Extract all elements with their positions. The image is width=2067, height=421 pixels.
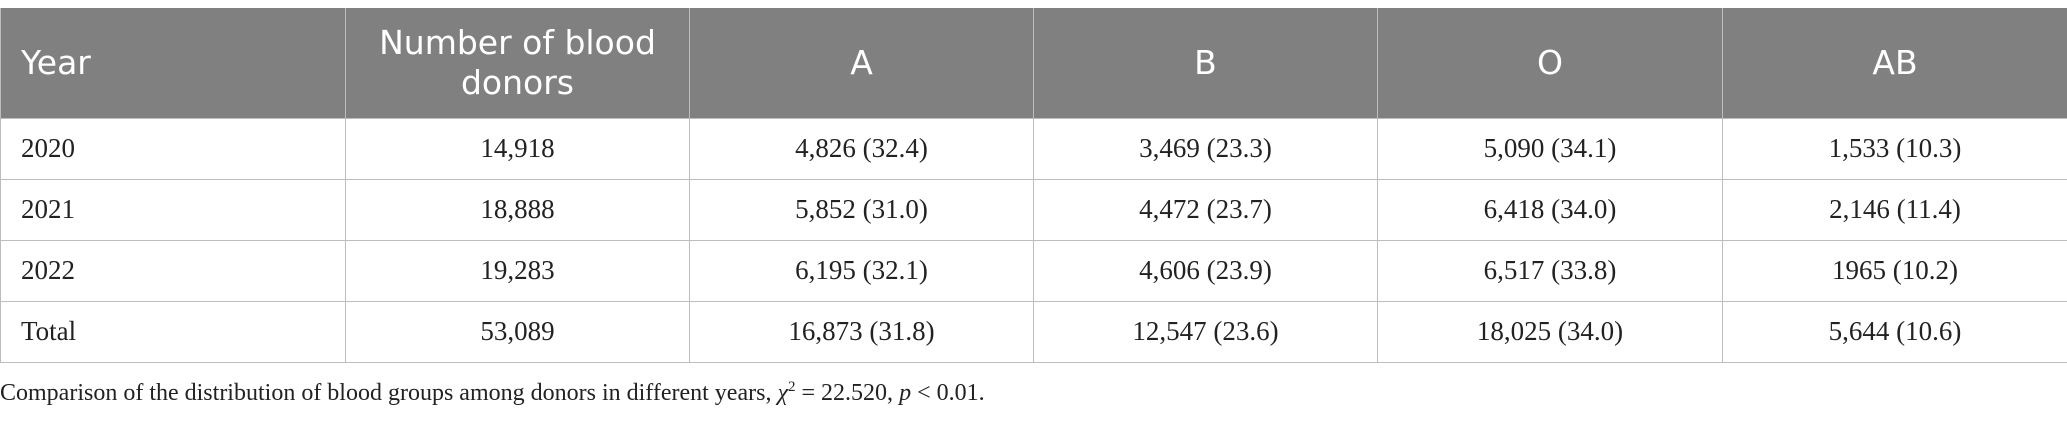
- cell-group-o: 5,090 (34.1): [1377, 117, 1723, 180]
- header-group-a: A: [689, 8, 1034, 118]
- header-year: Year: [0, 8, 346, 118]
- cell-donors: 19,283: [345, 239, 690, 302]
- p-value: < 0.01.: [911, 380, 985, 406]
- cell-group-ab: 2,146 (11.4): [1722, 178, 2067, 241]
- cell-group-o: 6,517 (33.8): [1377, 239, 1723, 302]
- blood-donor-table: Year Number of blood donors A B O AB 202…: [0, 8, 2067, 363]
- cell-donors: 53,089: [345, 300, 690, 363]
- footnote-text: Comparison of the distribution of blood …: [0, 380, 772, 406]
- table-row: 2020 14,918 4,826 (32.4) 3,469 (23.3) 5,…: [0, 117, 2067, 180]
- chi-value: = 22.520,: [795, 380, 900, 406]
- cell-group-b: 12,547 (23.6): [1033, 300, 1378, 363]
- table-footnote: Comparison of the distribution of blood …: [0, 380, 985, 407]
- data-table-container: Year Number of blood donors A B O AB 202…: [0, 8, 2067, 363]
- table-body: 2020 14,918 4,826 (32.4) 3,469 (23.3) 5,…: [0, 117, 2067, 363]
- cell-donors: 14,918: [345, 117, 690, 180]
- cell-group-b: 4,472 (23.7): [1033, 178, 1378, 241]
- cell-year: Total: [0, 300, 346, 363]
- header-group-b: B: [1033, 8, 1378, 118]
- cell-group-ab: 5,644 (10.6): [1722, 300, 2067, 363]
- cell-group-b: 3,469 (23.3): [1033, 117, 1378, 180]
- table-row: 2022 19,283 6,195 (32.1) 4,606 (23.9) 6,…: [0, 239, 2067, 302]
- table-row: 2021 18,888 5,852 (31.0) 4,472 (23.7) 6,…: [0, 178, 2067, 241]
- cell-group-a: 6,195 (32.1): [689, 239, 1034, 302]
- chi-exponent: 2: [788, 379, 796, 395]
- cell-year: 2021: [0, 178, 346, 241]
- table-header: Year Number of blood donors A B O AB: [0, 8, 2067, 118]
- cell-group-a: 16,873 (31.8): [689, 300, 1034, 363]
- cell-group-ab: 1,533 (10.3): [1722, 117, 2067, 180]
- header-group-ab: AB: [1722, 8, 2067, 118]
- header-number-of-donors: Number of blood donors: [345, 8, 690, 118]
- cell-year: 2020: [0, 117, 346, 180]
- header-group-o: O: [1377, 8, 1723, 118]
- p-symbol: p: [899, 380, 912, 406]
- cell-year: 2022: [0, 239, 346, 302]
- cell-group-o: 18,025 (34.0): [1377, 300, 1723, 363]
- table-row-total: Total 53,089 16,873 (31.8) 12,547 (23.6)…: [0, 300, 2067, 363]
- cell-group-o: 6,418 (34.0): [1377, 178, 1723, 241]
- cell-donors: 18,888: [345, 178, 690, 241]
- cell-group-ab: 1965 (10.2): [1722, 239, 2067, 302]
- chi-symbol: χ: [777, 380, 789, 406]
- cell-group-b: 4,606 (23.9): [1033, 239, 1378, 302]
- cell-group-a: 5,852 (31.0): [689, 178, 1034, 241]
- cell-group-a: 4,826 (32.4): [689, 117, 1034, 180]
- header-row: Year Number of blood donors A B O AB: [0, 8, 2067, 118]
